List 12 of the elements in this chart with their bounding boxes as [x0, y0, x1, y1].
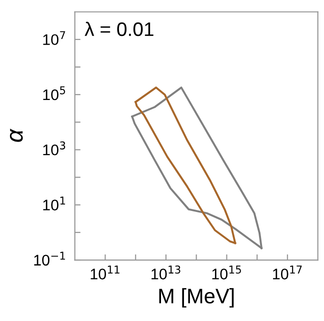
- y-tick-label: 10$^{7}$: [43, 31, 66, 46]
- x-tick-label: 10$^{15}$: [212, 266, 241, 280]
- y-axis-title: α: [10, 128, 23, 142]
- x-tick-label: 10$^{13}$: [152, 266, 180, 280]
- x-tick-label: 10$^{17}$: [273, 266, 302, 280]
- y-tick-label: 10$^{5}$: [43, 86, 66, 100]
- y-tick-label: 10$^{1}$: [43, 196, 66, 210]
- x-axis-title: M [MeV]: [159, 288, 234, 308]
- annotation: λ = 0.01: [84, 22, 154, 36]
- x-tick-label: 10$^{11}$: [90, 266, 120, 280]
- y-tick-label: 10$^{3}$: [43, 141, 66, 156]
- y-tick-label: 10$^{−1}$: [34, 252, 65, 266]
